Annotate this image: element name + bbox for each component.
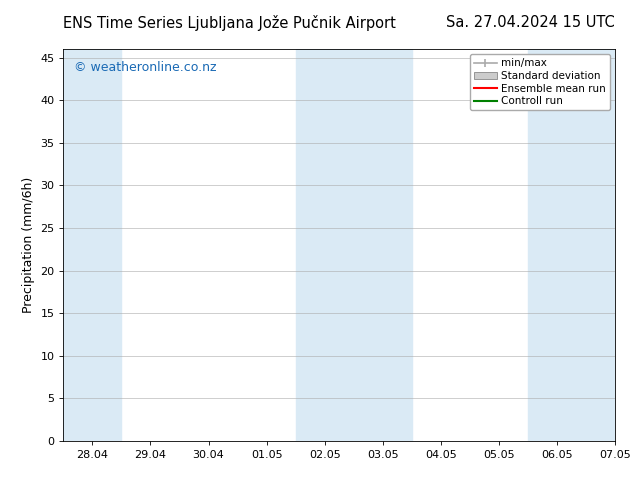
Bar [528, 49, 634, 441]
Bar [63, 49, 122, 441]
Text: ENS Time Series Ljubljana Jože Pučnik Airport: ENS Time Series Ljubljana Jože Pučnik Ai… [63, 15, 396, 31]
Bar [295, 49, 411, 441]
Text: Sa. 27.04.2024 15 UTC: Sa. 27.04.2024 15 UTC [446, 15, 615, 30]
Legend: min/max, Standard deviation, Ensemble mean run, Controll run: min/max, Standard deviation, Ensemble me… [470, 54, 610, 110]
Text: © weatheronline.co.nz: © weatheronline.co.nz [74, 61, 217, 74]
Y-axis label: Precipitation (mm/6h): Precipitation (mm/6h) [22, 177, 35, 313]
